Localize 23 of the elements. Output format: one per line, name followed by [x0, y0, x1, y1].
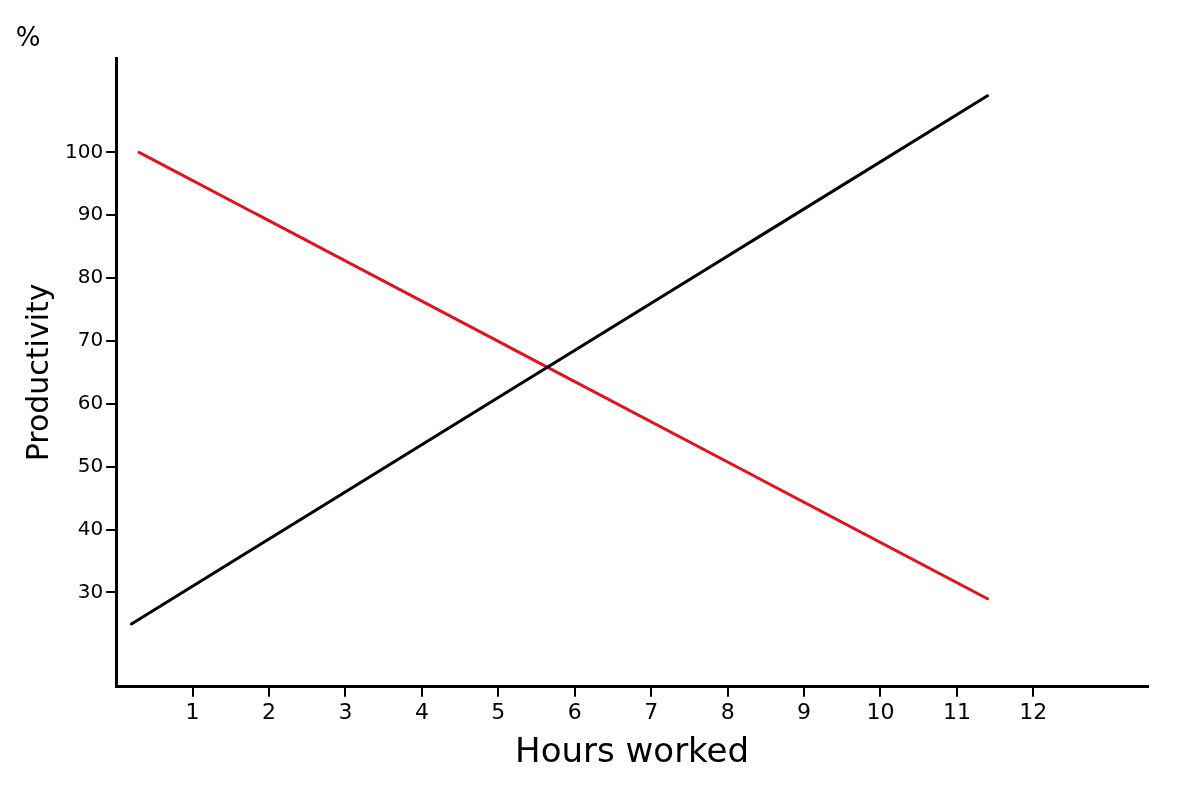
y-tick-label: 80	[77, 264, 104, 289]
x-tick-label: 2	[262, 698, 277, 724]
x-tick-label: 8	[720, 698, 735, 724]
x-tick-label: 3	[338, 698, 353, 724]
x-axis-title: Hours worked	[515, 730, 750, 771]
y-axis-title: Productivity	[19, 283, 55, 462]
x-tick-label: 11	[942, 698, 971, 724]
y-tick-label: 70	[77, 327, 104, 352]
x-tick-label: 6	[567, 698, 582, 724]
text: %	[15, 21, 41, 52]
x-tick-label: 12	[1019, 698, 1048, 724]
y-tick-label: 50	[77, 452, 104, 477]
x-tick-label: 1	[185, 698, 200, 724]
x-tick-label: 10	[866, 698, 895, 724]
y-tick-label: 30	[77, 578, 104, 603]
x-tick-label: 9	[797, 698, 812, 724]
x-tick-label: 7	[644, 698, 659, 724]
y-tick-label: 90	[77, 201, 104, 226]
x-tick-label: 5	[491, 698, 506, 724]
x-tick-label: 4	[414, 698, 429, 724]
y-tick-label: 100	[64, 138, 104, 163]
y-tick-label: 40	[77, 515, 104, 540]
y-tick-label: 60	[77, 390, 104, 415]
